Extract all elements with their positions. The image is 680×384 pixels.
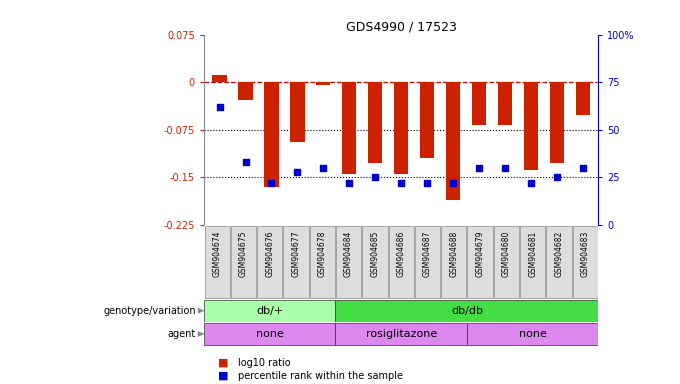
Text: ■: ■: [218, 371, 228, 381]
Point: [526, 180, 537, 186]
Bar: [420, 82, 435, 158]
Bar: [472, 82, 486, 125]
Bar: [415, 227, 440, 298]
Text: GSM904683: GSM904683: [581, 231, 590, 277]
Bar: [576, 82, 590, 115]
Bar: [394, 82, 408, 174]
Text: agent: agent: [168, 329, 196, 339]
Text: GSM904677: GSM904677: [292, 231, 301, 277]
Bar: [284, 227, 309, 298]
Point: [577, 165, 588, 171]
Text: rosiglitazone: rosiglitazone: [366, 329, 437, 339]
Bar: [290, 82, 305, 142]
Bar: [204, 300, 335, 322]
Point: [396, 180, 407, 186]
Text: GSM904674: GSM904674: [213, 231, 222, 277]
Point: [344, 180, 355, 186]
Bar: [342, 82, 356, 174]
Bar: [549, 82, 564, 164]
Title: GDS4990 / 17523: GDS4990 / 17523: [345, 20, 457, 33]
Bar: [546, 227, 572, 298]
Bar: [316, 82, 330, 85]
Text: db/+: db/+: [256, 306, 284, 316]
Point: [214, 104, 225, 110]
Bar: [205, 227, 230, 298]
Text: GSM904682: GSM904682: [554, 231, 564, 277]
Text: GSM904680: GSM904680: [502, 231, 511, 277]
Bar: [446, 82, 460, 200]
Bar: [231, 227, 256, 298]
Bar: [212, 74, 226, 82]
Text: none: none: [256, 329, 284, 339]
Text: GSM904684: GSM904684: [344, 231, 353, 277]
Text: db/db: db/db: [451, 306, 483, 316]
Bar: [368, 82, 382, 164]
Bar: [388, 227, 414, 298]
Bar: [520, 227, 545, 298]
Text: GSM904676: GSM904676: [265, 231, 274, 277]
Bar: [257, 227, 282, 298]
Bar: [467, 227, 493, 298]
Text: none: none: [519, 329, 547, 339]
Text: genotype/variation: genotype/variation: [103, 306, 196, 316]
Point: [318, 165, 329, 171]
Text: GSM904685: GSM904685: [371, 231, 379, 277]
Text: GSM904675: GSM904675: [239, 231, 248, 277]
Bar: [494, 227, 519, 298]
Text: ■: ■: [218, 358, 228, 368]
Text: GSM904686: GSM904686: [396, 231, 406, 277]
Bar: [336, 227, 361, 298]
Bar: [524, 82, 538, 170]
Bar: [467, 323, 598, 345]
Text: GSM904678: GSM904678: [318, 231, 327, 277]
Bar: [335, 323, 467, 345]
Point: [447, 180, 458, 186]
Text: percentile rank within the sample: percentile rank within the sample: [238, 371, 403, 381]
Text: GSM904681: GSM904681: [528, 231, 537, 277]
Bar: [239, 82, 253, 100]
Point: [551, 174, 562, 180]
Point: [500, 165, 511, 171]
Bar: [573, 227, 598, 298]
Point: [266, 180, 277, 186]
Bar: [265, 82, 279, 187]
Text: GSM904688: GSM904688: [449, 231, 458, 277]
Text: GSM904679: GSM904679: [475, 231, 485, 277]
Bar: [498, 82, 512, 125]
Bar: [441, 227, 466, 298]
Bar: [204, 323, 335, 345]
Point: [473, 165, 484, 171]
Bar: [362, 227, 388, 298]
Point: [370, 174, 381, 180]
Bar: [309, 227, 335, 298]
Text: GSM904687: GSM904687: [423, 231, 432, 277]
Point: [240, 159, 251, 165]
Text: log10 ratio: log10 ratio: [238, 358, 290, 368]
Point: [422, 180, 432, 186]
Point: [292, 169, 303, 175]
Bar: [335, 300, 598, 322]
